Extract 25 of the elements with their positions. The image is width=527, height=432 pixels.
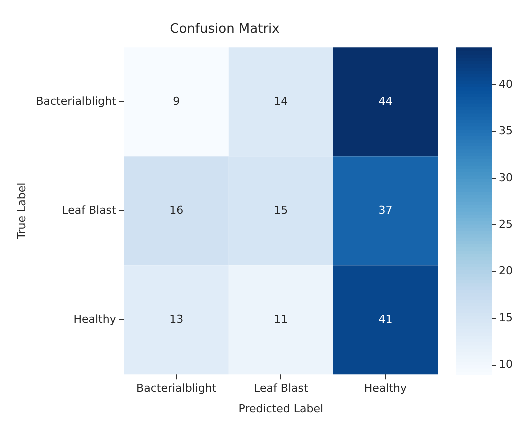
data-label: 9 [173, 94, 180, 108]
color-bar-label: 15 [499, 311, 514, 324]
color-bar-label: 30 [499, 171, 514, 184]
data-label: 37 [378, 204, 393, 217]
y-tick-label: Leaf Blast [62, 204, 118, 217]
data-label: 13 [170, 312, 184, 326]
data-label: 15 [274, 204, 288, 217]
y-tick-label: Healthy [74, 312, 117, 326]
y-tick-label: Bacterialblight [36, 94, 118, 108]
data-label: 14 [274, 94, 288, 108]
x-tick-label: Bacterialblight [136, 382, 218, 396]
x-tick-label: Healthy [364, 382, 408, 396]
data-label: 11 [274, 312, 288, 326]
color-bar-label: 25 [499, 218, 514, 231]
x-axis-title: Predicted Label [238, 402, 324, 416]
color-bar-label: 35 [499, 124, 514, 138]
chart-title: Confusion Matrix [170, 22, 280, 38]
x-tick-label: Leaf Blast [254, 382, 309, 396]
y-axis-title: True Label [15, 182, 28, 240]
color-bar-label: 10 [499, 358, 514, 372]
data-label: 44 [378, 94, 393, 108]
data-label: 16 [170, 204, 184, 217]
color-bar-label: 20 [499, 264, 514, 278]
data-label: 41 [378, 312, 393, 326]
color-bar-label: 40 [499, 78, 514, 91]
